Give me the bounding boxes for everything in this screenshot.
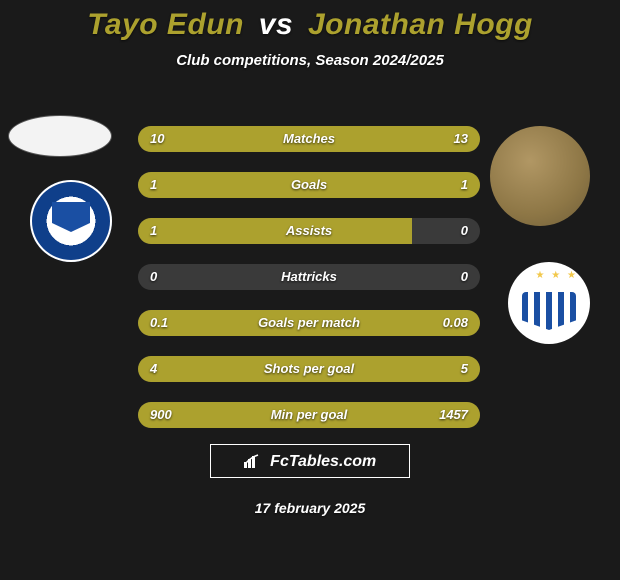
stat-label: Matches	[138, 126, 480, 152]
stat-label: Goals	[138, 172, 480, 198]
comparison-card: { "title": { "player1": "Tayo Edun", "vs…	[0, 0, 620, 580]
player2-avatar-icon	[490, 126, 590, 226]
stat-row: 00Hattricks	[138, 264, 480, 290]
comparison-title: Tayo Edun vs Jonathan Hogg	[0, 0, 620, 42]
player2-club-crest-stars-icon: ★ ★ ★	[536, 270, 578, 281]
title-player1: Tayo Edun	[87, 8, 244, 41]
stat-row: 9001457Min per goal	[138, 402, 480, 428]
stat-label: Hattricks	[138, 264, 480, 290]
chart-icon	[244, 447, 260, 481]
player1-avatar-placeholder-icon	[8, 115, 112, 157]
subtitle: Club competitions, Season 2024/2025	[0, 52, 620, 69]
player1-club-crest-icon	[30, 180, 112, 262]
stats-panel: 1013Matches 11Goals 10Assists 00Hattricks 0.…	[138, 126, 480, 448]
stat-label: Assists	[138, 218, 480, 244]
branding-label: FcTables.com	[270, 453, 376, 470]
stat-label: Min per goal	[138, 402, 480, 428]
stat-row: 0.10.08Goals per match	[138, 310, 480, 336]
title-vs: vs	[259, 8, 293, 41]
stat-row: 10Assists	[138, 218, 480, 244]
branding-box[interactable]: FcTables.com	[210, 444, 410, 478]
stat-label: Shots per goal	[138, 356, 480, 382]
date-label: 17 february 2025	[0, 500, 620, 516]
stat-row: 45Shots per goal	[138, 356, 480, 382]
stat-label: Goals per match	[138, 310, 480, 336]
title-player2: Jonathan Hogg	[308, 8, 533, 41]
stat-row: 11Goals	[138, 172, 480, 198]
stat-row: 1013Matches	[138, 126, 480, 152]
